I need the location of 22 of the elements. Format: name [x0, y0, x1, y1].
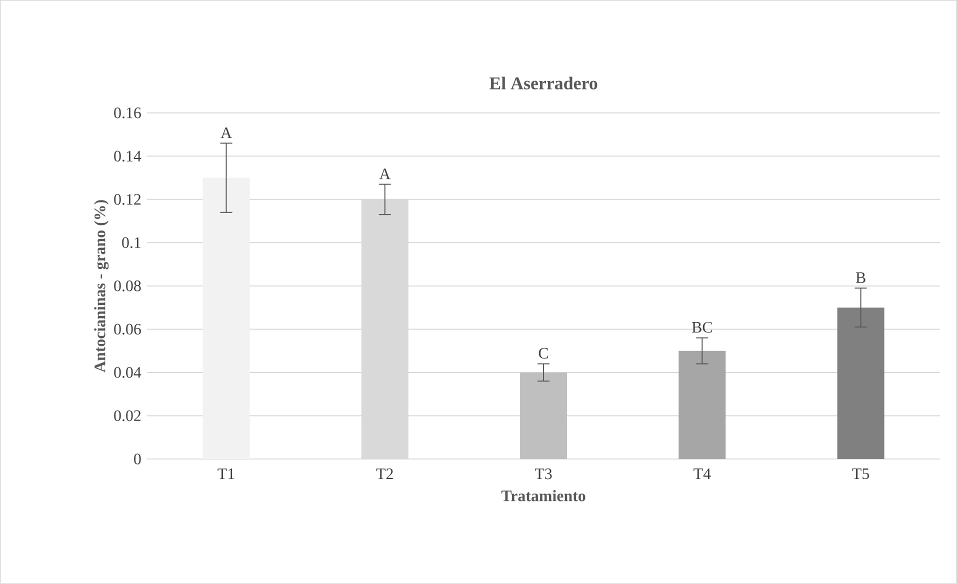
- x-tick-label: T3: [534, 468, 552, 480]
- x-tick-label: T5: [852, 468, 870, 480]
- data-label: C: [538, 348, 548, 359]
- y-tick-label: 0.04: [114, 367, 142, 378]
- y-tick-label: 0.02: [114, 410, 141, 422]
- chart-title: El Aserradero: [489, 76, 598, 90]
- x-tick-label: T4: [694, 468, 711, 480]
- y-tick-label: 0.08: [114, 280, 141, 292]
- y-tick-label: 0.16: [114, 108, 141, 118]
- data-label: A: [379, 168, 391, 180]
- x-tick-label: T1: [218, 468, 234, 480]
- y-tick-label: 0: [134, 454, 141, 464]
- data-label: BC: [692, 322, 712, 333]
- x-tick-label: T2: [376, 468, 393, 480]
- data-label: B: [856, 272, 866, 283]
- y-tick-label: 0.12: [114, 194, 141, 205]
- data-label: A: [220, 128, 232, 138]
- y-tick-label: 0.14: [114, 150, 142, 162]
- y-axis-title: Antocianinas - grano (%): [94, 200, 109, 372]
- y-tick-label: 0.1: [122, 237, 140, 248]
- y-tick-label: 0.06: [114, 324, 141, 335]
- x-axis-title: Tratamiento: [501, 490, 586, 502]
